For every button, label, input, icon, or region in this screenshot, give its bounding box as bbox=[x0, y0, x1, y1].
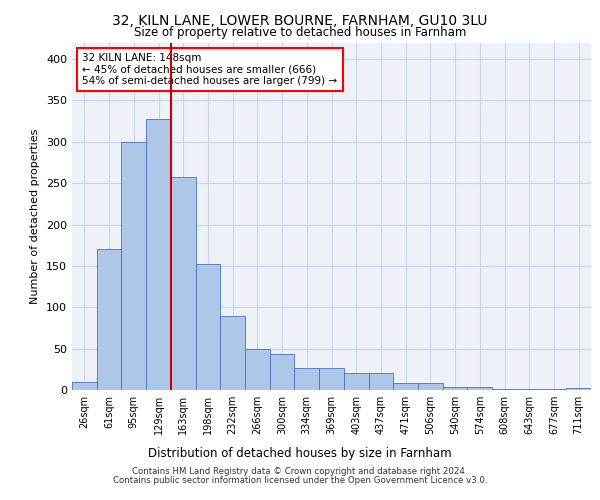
Bar bbox=[443, 386, 467, 390]
Bar bbox=[393, 382, 418, 390]
Bar bbox=[319, 368, 344, 390]
Bar bbox=[220, 316, 245, 390]
Bar bbox=[418, 384, 443, 390]
Text: Contains public sector information licensed under the Open Government Licence v3: Contains public sector information licen… bbox=[113, 476, 487, 485]
Text: Contains HM Land Registry data © Crown copyright and database right 2024.: Contains HM Land Registry data © Crown c… bbox=[132, 467, 468, 476]
Bar bbox=[517, 389, 542, 390]
Text: 32, KILN LANE, LOWER BOURNE, FARNHAM, GU10 3LU: 32, KILN LANE, LOWER BOURNE, FARNHAM, GU… bbox=[112, 14, 488, 28]
Bar bbox=[97, 250, 121, 390]
Bar bbox=[146, 118, 171, 390]
Text: Size of property relative to detached houses in Farnham: Size of property relative to detached ho… bbox=[134, 26, 466, 39]
Bar bbox=[196, 264, 220, 390]
Bar bbox=[492, 389, 517, 390]
Bar bbox=[566, 388, 591, 390]
Text: 32 KILN LANE: 148sqm
← 45% of detached houses are smaller (666)
54% of semi-deta: 32 KILN LANE: 148sqm ← 45% of detached h… bbox=[82, 53, 338, 86]
Bar bbox=[72, 382, 97, 390]
Bar bbox=[270, 354, 295, 390]
Bar bbox=[171, 176, 196, 390]
Bar bbox=[344, 374, 368, 390]
Bar bbox=[368, 374, 393, 390]
Bar bbox=[542, 389, 566, 390]
Bar bbox=[245, 348, 270, 390]
Bar bbox=[467, 386, 492, 390]
Y-axis label: Number of detached properties: Number of detached properties bbox=[31, 128, 40, 304]
Bar bbox=[295, 368, 319, 390]
Bar bbox=[121, 142, 146, 390]
Text: Distribution of detached houses by size in Farnham: Distribution of detached houses by size … bbox=[148, 447, 452, 460]
